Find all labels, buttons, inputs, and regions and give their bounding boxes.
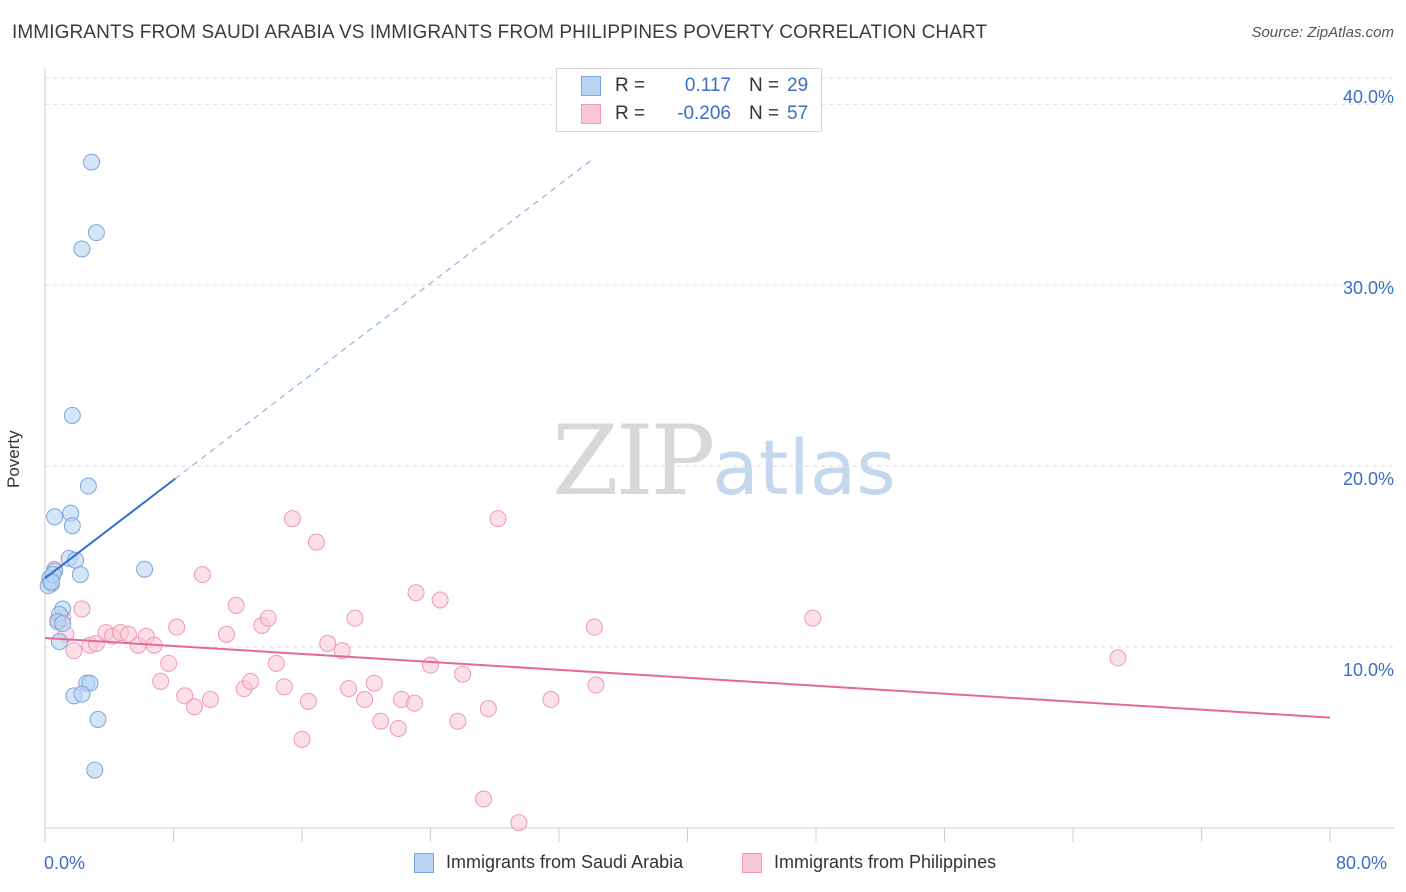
data-point-philippines — [160, 654, 178, 672]
data-point-saudi — [46, 508, 64, 526]
bottom-legend-label-saudi: Immigrants from Saudi Arabia — [446, 852, 684, 872]
data-point-philippines — [454, 665, 472, 683]
data-point-philippines — [242, 672, 260, 690]
legend-n-value: 29 — [787, 75, 809, 96]
y-tick-label-20: 20.0% — [1342, 469, 1394, 489]
legend-swatch-saudi — [581, 76, 601, 96]
data-point-philippines — [218, 625, 236, 643]
chart-title: IMMIGRANTS FROM SAUDI ARABIA VS IMMIGRAN… — [12, 22, 988, 43]
data-point-saudi — [89, 710, 107, 728]
correlation-legend: R = 0.117 N = 29 R = -0.206 N = 57 — [556, 68, 822, 132]
data-point-philippines — [356, 691, 374, 709]
data-point-philippines — [479, 700, 497, 718]
y-tick-label-40: 40.0% — [1342, 87, 1394, 107]
data-point-philippines — [283, 510, 301, 528]
watermark-atlas: atlas — [712, 423, 896, 512]
legend-n-value: 57 — [787, 103, 809, 124]
data-point-philippines — [340, 680, 358, 698]
legend-r-label: R = — [615, 75, 646, 96]
y-tick-label-30: 30.0% — [1342, 278, 1394, 298]
data-point-saudi — [42, 573, 60, 591]
data-point-philippines — [73, 600, 91, 618]
legend-swatch-philippines — [581, 104, 601, 124]
y-tick-label-10: 10.0% — [1342, 660, 1394, 680]
data-point-saudi — [73, 685, 91, 703]
data-point-saudi — [63, 406, 81, 424]
trend-line-saudi — [44, 477, 176, 580]
source-label: Source: ZipAtlas.com — [1251, 24, 1394, 41]
data-point-saudi — [63, 517, 81, 535]
data-point-saudi — [73, 240, 91, 258]
data-point-saudi — [87, 224, 105, 242]
data-point-philippines — [259, 609, 277, 627]
watermark: ZIPatlas — [552, 405, 896, 517]
data-point-philippines — [293, 730, 311, 748]
legend-r-value: 0.117 — [684, 75, 731, 96]
data-point-philippines — [299, 692, 317, 710]
data-point-saudi — [54, 615, 72, 633]
data-point-philippines — [407, 584, 425, 602]
data-point-philippines — [346, 609, 364, 627]
legend-r-label: R = — [615, 103, 646, 124]
data-point-saudi — [50, 633, 68, 651]
watermark-zip: ZIP — [552, 405, 715, 517]
data-point-philippines — [307, 533, 325, 551]
legend-n-label: N = — [749, 75, 780, 96]
legend-n-label: N = — [749, 103, 780, 124]
data-point-saudi — [86, 761, 104, 779]
data-point-saudi — [79, 477, 97, 495]
data-point-philippines — [587, 676, 605, 694]
data-point-philippines — [475, 790, 493, 808]
bottom-legend-label-philippines: Immigrants from Philippines — [774, 852, 997, 872]
data-point-philippines — [87, 634, 105, 652]
data-point-philippines — [227, 596, 245, 614]
data-point-philippines — [152, 672, 170, 690]
data-point-saudi — [71, 566, 89, 584]
data-point-philippines — [319, 634, 337, 652]
data-point-philippines — [275, 678, 293, 696]
x-tick-label-min: 0.0% — [44, 853, 86, 873]
legend-row-saudi: R = 0.117 N = 29 — [581, 73, 808, 99]
data-point-philippines — [389, 719, 407, 737]
data-point-philippines — [176, 687, 194, 705]
data-point-philippines — [267, 654, 285, 672]
data-point-philippines — [185, 698, 203, 716]
data-point-philippines — [405, 694, 423, 712]
data-point-philippines — [510, 814, 528, 832]
data-point-philippines — [804, 609, 822, 627]
data-point-philippines — [372, 712, 390, 730]
data-point-philippines — [489, 510, 507, 528]
data-point-philippines — [1109, 649, 1127, 667]
data-point-saudi — [83, 153, 101, 171]
y-axis-label: Poverty — [4, 430, 23, 488]
bottom-legend-swatch-saudi — [414, 852, 434, 873]
trend-line-saudi-extrapolated — [174, 159, 592, 480]
data-point-philippines — [365, 674, 383, 692]
legend-row-philippines: R = -0.206 N = 57 — [581, 101, 808, 127]
data-point-philippines — [333, 642, 351, 660]
x-tick-label-max: 80.0% — [1336, 853, 1388, 873]
trend-line-philippines — [44, 637, 1331, 719]
bottom-legend-philippines: Immigrants from Philippines — [742, 852, 996, 873]
data-point-philippines — [422, 656, 439, 674]
data-point-philippines — [585, 618, 603, 636]
data-point-philippines — [542, 691, 560, 709]
data-point-philippines — [168, 618, 186, 636]
data-point-philippines — [431, 591, 449, 609]
bottom-legend-swatch-philippines — [742, 852, 762, 873]
bottom-legend-saudi: Immigrants from Saudi Arabia — [414, 852, 683, 873]
legend-r-value: -0.206 — [677, 103, 731, 124]
data-point-philippines — [201, 691, 219, 709]
data-point-philippines — [193, 566, 211, 584]
data-point-philippines — [65, 642, 83, 660]
data-point-philippines — [449, 712, 467, 730]
data-point-saudi — [136, 560, 154, 578]
